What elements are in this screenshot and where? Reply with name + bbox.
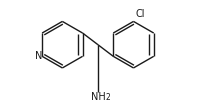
Text: 2: 2 bbox=[106, 93, 110, 102]
Text: Cl: Cl bbox=[136, 9, 145, 19]
Text: NH: NH bbox=[91, 92, 105, 102]
Text: N: N bbox=[35, 51, 43, 61]
